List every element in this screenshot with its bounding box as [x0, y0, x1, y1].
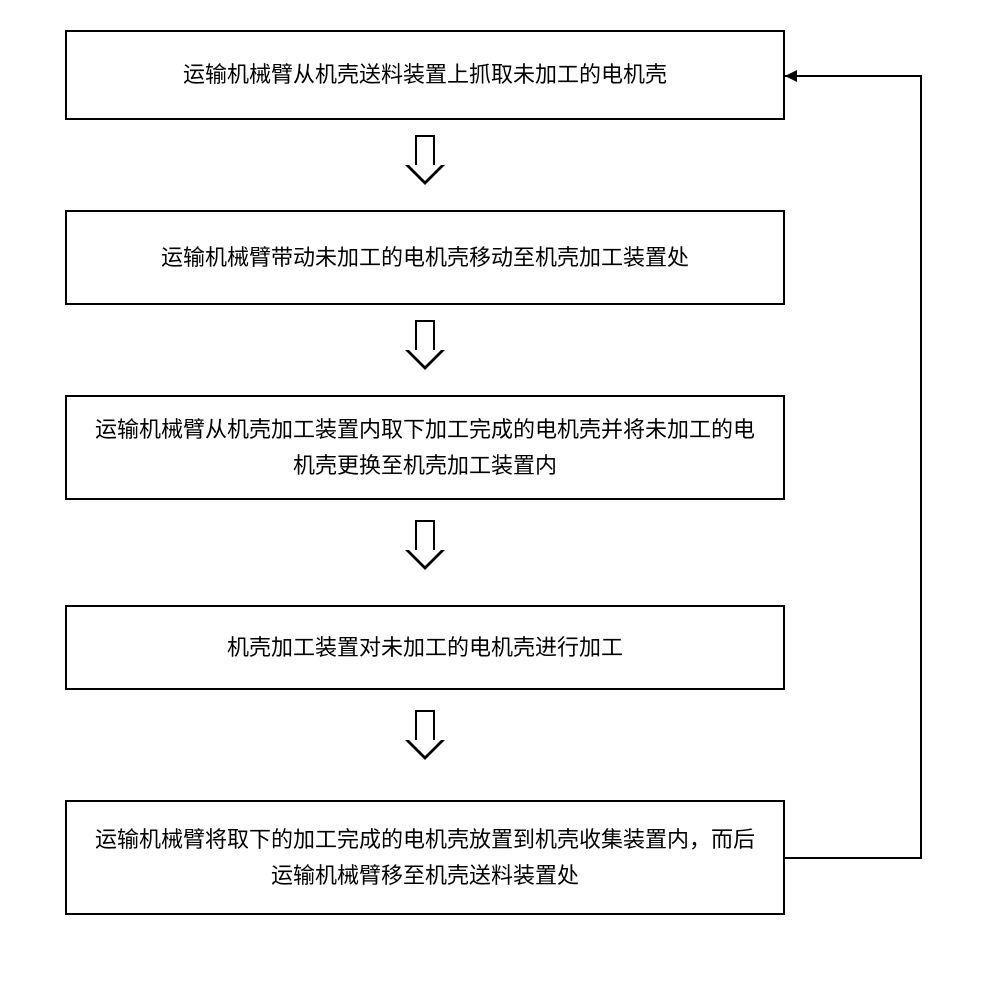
flow-node-n4: 机壳加工装置对未加工的电机壳进行加工 — [65, 605, 785, 690]
flow-node-n1: 运输机械臂从机壳送料装置上抓取未加工的电机壳 — [65, 30, 785, 120]
flow-node-n5: 运输机械臂将取下的加工完成的电机壳放置到机壳收集装置内，而后运输机械臂移至机壳送… — [65, 800, 785, 915]
feedback-line-right — [920, 75, 922, 859]
flow-node-n3: 运输机械臂从机壳加工装置内取下加工完成的电机壳并将未加工的电机壳更换至机壳加工装… — [65, 395, 785, 500]
feedback-line-top — [785, 75, 922, 77]
down-arrow-4 — [405, 710, 445, 760]
down-arrow-3 — [405, 520, 445, 570]
feedback-line-bottom — [785, 857, 920, 859]
flow-node-n2: 运输机械臂带动未加工的电机壳移动至机壳加工装置处 — [65, 210, 785, 305]
down-arrow-1 — [405, 135, 445, 185]
down-arrow-2 — [405, 320, 445, 370]
feedback-arrowhead — [785, 70, 797, 82]
